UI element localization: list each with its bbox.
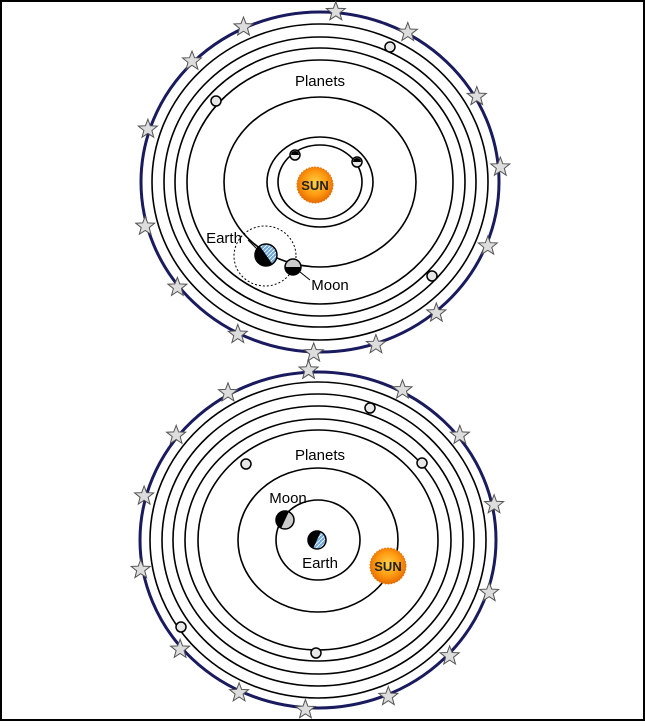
orbit-ring	[266, 136, 374, 228]
star-icon	[465, 85, 488, 106]
star-icon	[391, 378, 414, 400]
star-icon	[377, 685, 400, 706]
planet-shadow	[291, 151, 299, 155]
orbit-ring	[161, 393, 475, 687]
planet-marker	[210, 95, 222, 107]
star-icon	[297, 358, 320, 380]
orbit-ring	[237, 467, 399, 613]
moon-icon	[275, 510, 295, 530]
planet-shadow	[353, 158, 361, 162]
earth-pointer-line	[247, 239, 259, 251]
star-icon	[476, 234, 499, 256]
planet-marker	[384, 41, 396, 53]
star-icon	[232, 15, 255, 37]
earth-icon	[307, 530, 327, 550]
heliocentric-model: Planets SUN Earth Moon	[134, 0, 512, 363]
orbit-ring	[149, 381, 487, 699]
star-icon	[134, 214, 157, 236]
orbit-rings	[149, 381, 487, 699]
earth-label: Earth	[206, 230, 242, 247]
orbit-ring	[172, 405, 464, 675]
orbit-ring	[163, 36, 477, 328]
star-icon	[181, 49, 203, 71]
star-icon	[396, 20, 419, 42]
star-icon	[166, 275, 189, 297]
moon-pointer-line	[299, 271, 311, 281]
star-icon	[136, 117, 159, 139]
star-icon	[294, 698, 317, 719]
star-icon	[324, 0, 347, 21]
star-icon	[226, 322, 249, 344]
orbit-ring	[151, 23, 489, 341]
star-icon	[478, 581, 501, 602]
star-icon	[438, 644, 461, 666]
orbit-ring	[277, 144, 363, 220]
moon-label: Moon	[269, 490, 307, 507]
orbit-ring	[174, 47, 466, 317]
orbit-rings	[151, 23, 489, 341]
moon-icon	[284, 258, 302, 276]
star-markers	[134, 0, 512, 363]
star-icon	[425, 301, 448, 323]
star-icon	[165, 423, 188, 445]
earth-icon	[254, 243, 278, 267]
sun-label: SUN	[301, 178, 328, 193]
sun-label: SUN	[374, 559, 401, 574]
geocentric-model: Planets Moon Earth SUN	[129, 358, 505, 719]
star-icon	[365, 333, 387, 354]
planet-marker	[364, 402, 376, 414]
earth-label: Earth	[302, 555, 338, 572]
sun-icon	[369, 547, 407, 585]
sphere-of-stars	[138, 370, 498, 710]
planet-marker	[416, 457, 428, 469]
star-icon	[302, 341, 325, 363]
orbit-ring	[186, 59, 454, 305]
star-markers	[129, 358, 505, 719]
star-icon	[169, 637, 191, 659]
planet-marker	[426, 270, 438, 282]
star-icon	[448, 423, 471, 445]
planet-marker	[240, 458, 252, 470]
star-icon	[489, 155, 512, 177]
planets-label: Planets	[295, 447, 345, 464]
star-icon	[483, 493, 505, 514]
orbit-ring	[223, 96, 417, 268]
planet-marker	[175, 621, 187, 633]
sun-icon	[296, 166, 334, 204]
star-icon	[133, 484, 155, 506]
star-icon	[217, 381, 239, 403]
orbit-ring	[184, 418, 452, 662]
planet-marker	[310, 647, 322, 659]
orbit-ring	[275, 499, 361, 581]
moon-orbit	[233, 225, 297, 287]
star-icon	[228, 681, 250, 703]
moon-label: Moon	[311, 277, 349, 294]
planets-label: Planets	[295, 73, 345, 90]
star-icon	[129, 558, 152, 579]
